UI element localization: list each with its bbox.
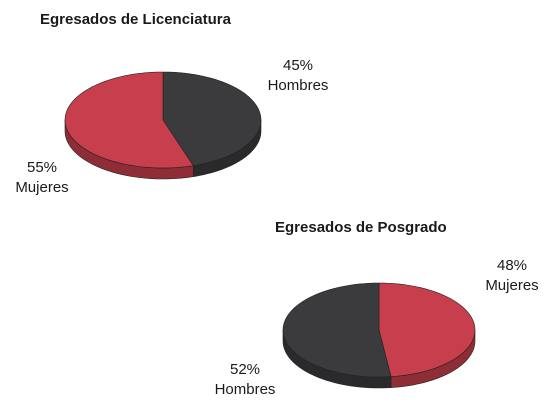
chart-title: Egresados de Posgrado — [275, 219, 447, 236]
category-label: Mujeres — [485, 277, 538, 294]
pie-slice — [64, 71, 194, 169]
value-label: 55% — [27, 159, 57, 176]
pie-slice — [282, 282, 392, 378]
category-label: Hombres — [268, 77, 329, 94]
category-label: Mujeres — [15, 179, 68, 196]
value-label: 52% — [230, 361, 260, 378]
pie-slice — [162, 71, 262, 166]
category-label: Hombres — [215, 381, 276, 398]
pie-chart: Egresados de Posgrado 48% Mujeres 52% Hombre… — [215, 219, 539, 398]
value-label: 48% — [497, 257, 527, 274]
pie-chart: Egresados de Licenciatura 45% Hombres 55% Mu… — [15, 11, 328, 196]
value-label: 45% — [283, 57, 313, 74]
chart-title: Egresados de Licenciatura — [40, 11, 232, 28]
pie-slice — [378, 282, 476, 377]
